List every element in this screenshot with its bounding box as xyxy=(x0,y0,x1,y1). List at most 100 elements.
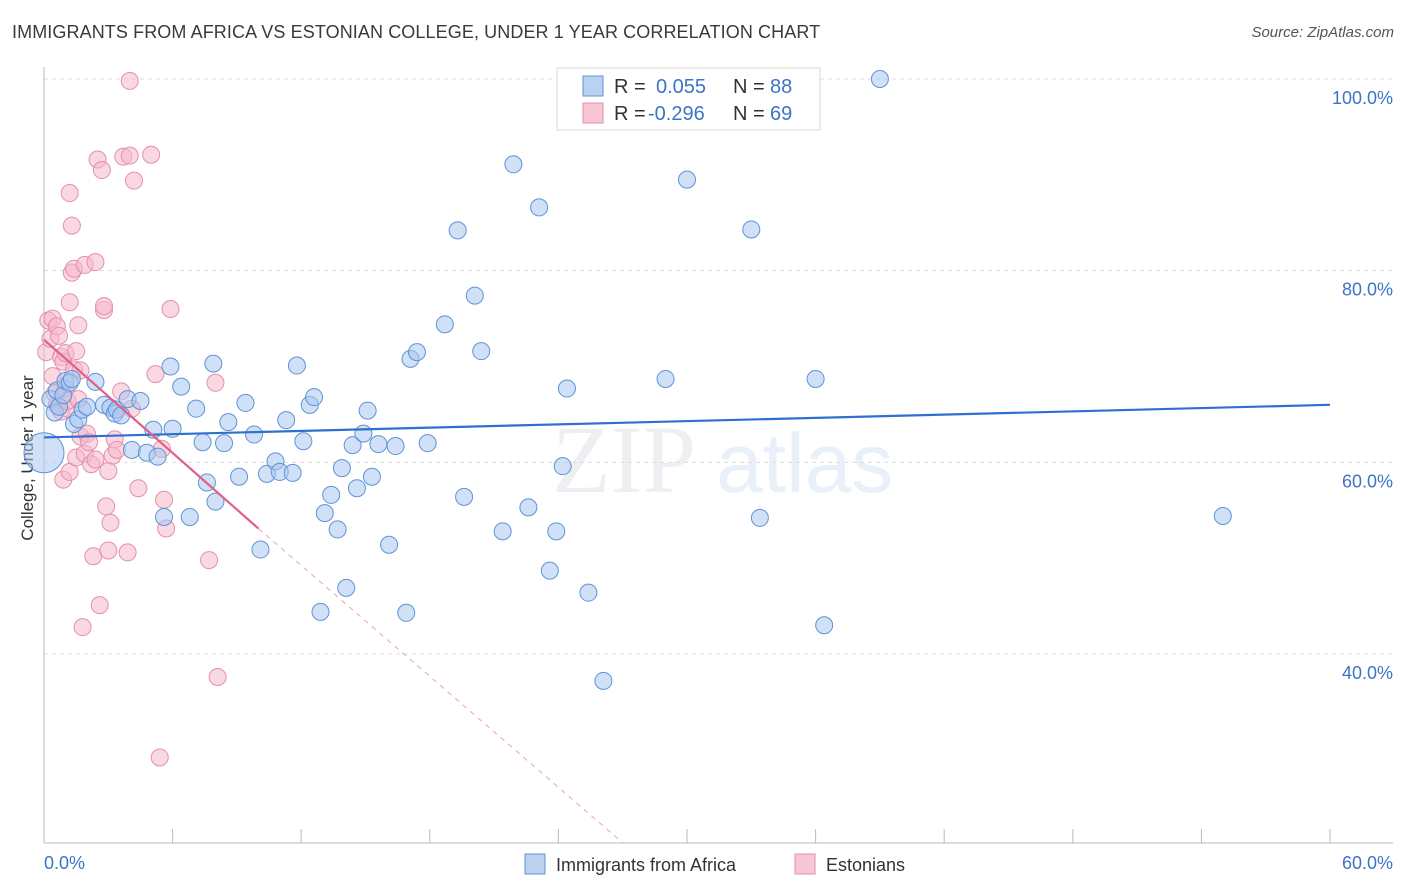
africa-point xyxy=(311,602,330,621)
estonian-point xyxy=(129,479,148,498)
series-legend: Immigrants from Africa Estonians xyxy=(524,853,905,875)
series-legend-label-africa: Immigrants from Africa xyxy=(556,855,737,875)
africa-trend-line xyxy=(43,403,1331,439)
legend-r-value-estonians: -0.296 xyxy=(648,103,705,125)
legend-r-label-africa: R = xyxy=(614,76,646,98)
legend-n-value-estonians: 69 xyxy=(770,103,792,125)
africa-point xyxy=(332,459,351,478)
africa-point xyxy=(193,433,212,452)
estonian-point xyxy=(161,300,180,318)
estonian-point xyxy=(73,618,92,637)
legend-r-label-estonians: R = xyxy=(614,103,646,125)
africa-point xyxy=(519,498,538,517)
africa-point xyxy=(380,535,399,554)
africa-point xyxy=(204,354,223,373)
x-tick-label-min: 0.0% xyxy=(44,853,85,873)
africa-point xyxy=(122,440,141,459)
estonian-point xyxy=(86,253,105,272)
estonian-point xyxy=(150,748,169,767)
estonian-point xyxy=(60,184,79,203)
africa-point xyxy=(315,504,334,523)
africa-point xyxy=(553,457,572,476)
africa-point xyxy=(455,487,474,506)
watermark: ZIP atlas xyxy=(552,406,893,513)
trend-lines xyxy=(43,338,1331,844)
africa-point xyxy=(112,406,131,425)
estonian-point xyxy=(155,490,174,509)
africa-point xyxy=(230,467,249,486)
estonian-point xyxy=(67,342,86,361)
estonian-point xyxy=(107,440,126,459)
africa-point xyxy=(219,413,238,432)
estonian-point xyxy=(62,216,81,235)
africa-point xyxy=(742,220,761,239)
africa-point xyxy=(386,437,405,456)
africa-point xyxy=(557,379,576,398)
estonian-point xyxy=(90,596,109,615)
y-tick-label: 40.0% xyxy=(1342,663,1393,683)
africa-point xyxy=(407,343,426,362)
africa-point xyxy=(656,369,675,388)
africa-point xyxy=(358,401,377,420)
africa-point xyxy=(322,485,341,504)
africa-point xyxy=(530,198,549,217)
africa-point xyxy=(77,397,96,416)
chart-title: IMMIGRANTS FROM AFRICA VS ESTONIAN COLLE… xyxy=(12,22,821,42)
africa-point xyxy=(750,508,769,527)
estonian-point xyxy=(99,461,118,480)
estonian-point xyxy=(92,161,111,180)
africa-point xyxy=(806,369,825,388)
x-tick-label-max: 60.0% xyxy=(1342,853,1393,873)
estonian-point xyxy=(142,145,161,164)
africa-point xyxy=(493,522,512,541)
legend-r-value-africa: 0.055 xyxy=(656,76,706,98)
estonian-point xyxy=(69,316,88,335)
africa-point xyxy=(540,561,559,580)
africa-point xyxy=(277,411,296,430)
africa-point xyxy=(251,540,270,559)
africa-point xyxy=(148,447,167,466)
estonian-point xyxy=(200,551,219,570)
africa-point xyxy=(172,377,191,396)
africa-point xyxy=(305,388,324,407)
africa-point xyxy=(23,432,65,474)
legend-swatch-estonians xyxy=(582,102,604,124)
series-legend-swatch-estonians xyxy=(794,853,816,875)
africa-point xyxy=(594,671,613,690)
africa-point xyxy=(161,357,180,376)
correlation-legend: R = 0.055 N = 88 R = -0.296 N = 69 xyxy=(556,67,821,131)
estonian-point xyxy=(60,293,79,312)
series-legend-swatch-africa xyxy=(524,853,546,875)
series-estonians-points xyxy=(37,71,227,767)
estonian-point xyxy=(97,497,116,516)
legend-swatch-africa xyxy=(582,75,604,97)
africa-point xyxy=(870,70,889,88)
estonian-point xyxy=(95,297,114,316)
estonian-point xyxy=(208,668,227,686)
africa-point xyxy=(328,520,347,539)
africa-point xyxy=(579,583,598,602)
watermark-atlas: atlas xyxy=(716,416,893,510)
africa-point xyxy=(180,507,199,526)
africa-point xyxy=(418,434,437,453)
series-legend-label-estonians: Estonians xyxy=(826,855,905,875)
estonian-point xyxy=(80,433,99,452)
estonian-point xyxy=(118,543,137,562)
estonian-point xyxy=(206,373,225,392)
africa-point xyxy=(547,522,566,541)
y-tick-label: 100.0% xyxy=(1332,88,1393,108)
africa-point xyxy=(397,603,416,622)
source-credit: Source: ZipAtlas.com xyxy=(1251,24,1394,41)
africa-point xyxy=(465,286,484,305)
y-tick-label: 80.0% xyxy=(1342,280,1393,300)
legend-n-value-africa: 88 xyxy=(770,76,792,98)
africa-point xyxy=(155,507,174,526)
africa-point xyxy=(448,221,467,240)
africa-point xyxy=(287,356,306,375)
africa-point xyxy=(435,315,454,334)
estonian-point xyxy=(84,547,103,566)
africa-point xyxy=(283,463,302,482)
africa-point xyxy=(472,342,491,361)
estonian-trend-line xyxy=(43,338,260,530)
